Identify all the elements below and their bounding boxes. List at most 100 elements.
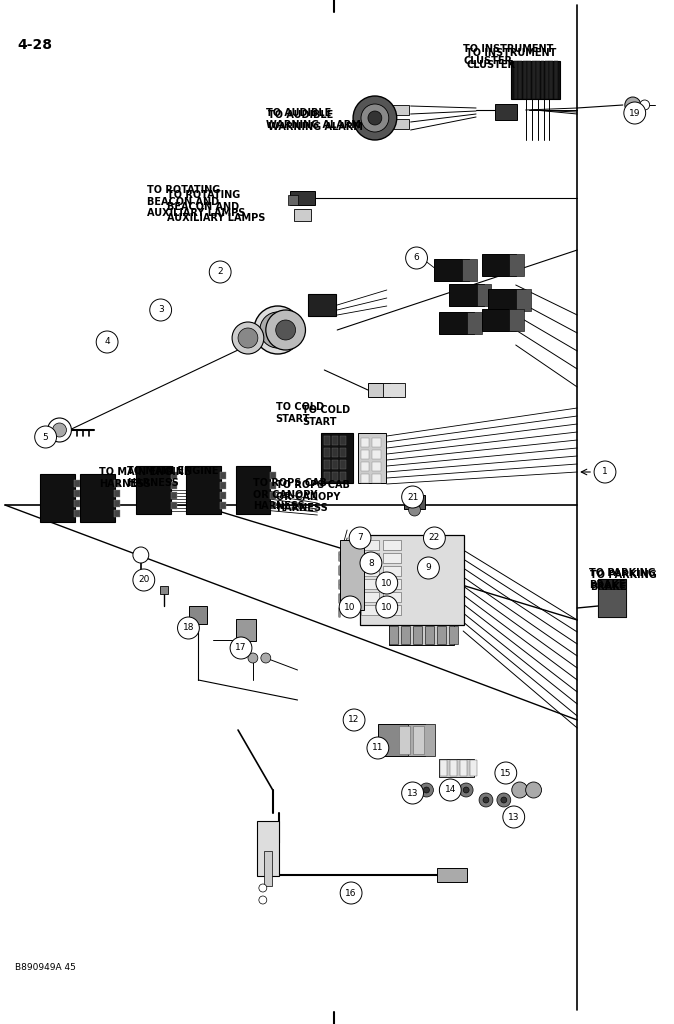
Circle shape: [150, 299, 172, 321]
Bar: [383, 540, 400, 550]
Bar: [270, 492, 276, 499]
Text: 15: 15: [500, 768, 512, 777]
Bar: [332, 471, 338, 480]
Bar: [324, 447, 330, 457]
Bar: [390, 626, 398, 644]
Circle shape: [349, 527, 371, 549]
Bar: [549, 61, 553, 99]
Text: TO MAIN ENGINE
HARNESS: TO MAIN ENGINE HARNESS: [127, 466, 218, 487]
Bar: [324, 435, 330, 444]
Bar: [40, 474, 75, 522]
Bar: [481, 309, 516, 331]
Bar: [114, 489, 120, 497]
Bar: [189, 606, 208, 624]
Circle shape: [177, 617, 200, 639]
Text: TO MAIN ENGINE
HARNESS: TO MAIN ENGINE HARNESS: [99, 467, 191, 488]
Bar: [358, 433, 386, 483]
Circle shape: [439, 783, 453, 797]
Circle shape: [479, 793, 493, 807]
Bar: [435, 537, 442, 544]
Circle shape: [254, 306, 301, 354]
Text: 14: 14: [445, 785, 456, 795]
Circle shape: [376, 596, 398, 618]
Bar: [460, 760, 466, 776]
Circle shape: [376, 572, 398, 594]
Circle shape: [230, 637, 252, 659]
Bar: [359, 535, 464, 625]
Text: TO PARKING
BRAKE: TO PARKING BRAKE: [589, 568, 656, 590]
Bar: [391, 105, 408, 115]
Text: 1: 1: [602, 468, 608, 476]
Text: TO AUDIBLE
WARNING ALARM: TO AUDIBLE WARNING ALARM: [268, 110, 363, 132]
Bar: [332, 447, 338, 457]
Bar: [136, 466, 171, 514]
Circle shape: [276, 319, 296, 340]
Circle shape: [501, 797, 507, 803]
Bar: [361, 540, 379, 550]
Circle shape: [96, 331, 118, 353]
Circle shape: [261, 653, 271, 663]
Circle shape: [259, 884, 267, 892]
Text: TO ROPS CAB
OR CANOPY
HARNESS: TO ROPS CAB OR CANOPY HARNESS: [276, 480, 350, 513]
Bar: [545, 61, 549, 99]
Bar: [114, 500, 120, 507]
Bar: [309, 294, 336, 316]
Bar: [462, 259, 477, 281]
Bar: [220, 481, 226, 488]
Text: 8: 8: [368, 558, 374, 567]
Circle shape: [503, 806, 524, 828]
Bar: [361, 605, 379, 615]
Bar: [171, 481, 177, 488]
Circle shape: [624, 102, 646, 124]
Circle shape: [368, 111, 382, 125]
Text: TO INSTRUMENT
CLUSTER: TO INSTRUMENT CLUSTER: [463, 44, 553, 66]
Text: TO COLD
START: TO COLD START: [303, 406, 350, 427]
Bar: [270, 481, 276, 488]
Bar: [449, 626, 458, 644]
Bar: [477, 284, 491, 306]
Text: 4: 4: [104, 338, 110, 346]
Text: 21: 21: [407, 493, 419, 502]
Text: TO ROTATING
BEACON AND
AUXILIARY LAMPS: TO ROTATING BEACON AND AUXILIARY LAMPS: [147, 185, 245, 218]
Circle shape: [406, 247, 427, 269]
Bar: [171, 492, 177, 499]
Bar: [425, 626, 434, 644]
Circle shape: [48, 418, 71, 442]
Bar: [171, 502, 177, 509]
Bar: [220, 492, 226, 499]
Bar: [373, 473, 381, 482]
Circle shape: [418, 557, 439, 579]
Bar: [383, 592, 400, 602]
Circle shape: [340, 882, 362, 904]
Bar: [378, 724, 425, 756]
Bar: [598, 589, 626, 617]
Bar: [74, 500, 80, 507]
Bar: [257, 820, 278, 876]
Bar: [220, 502, 226, 509]
Bar: [383, 553, 400, 563]
Bar: [527, 61, 531, 99]
Text: TO ROPS CAB
OR CANOPY
HARNESS: TO ROPS CAB OR CANOPY HARNESS: [253, 478, 327, 511]
Bar: [383, 566, 400, 575]
Bar: [368, 383, 390, 397]
Bar: [236, 618, 256, 641]
Bar: [373, 462, 381, 470]
Bar: [340, 435, 346, 444]
Circle shape: [512, 782, 528, 798]
Text: 2: 2: [218, 267, 223, 276]
Text: 19: 19: [629, 109, 640, 118]
Bar: [361, 462, 369, 470]
Bar: [450, 760, 457, 776]
Circle shape: [640, 100, 650, 110]
Bar: [373, 437, 381, 446]
Text: TO INSTRUMENT
CLUSTER: TO INSTRUMENT CLUSTER: [466, 48, 557, 70]
Bar: [536, 61, 540, 99]
Bar: [511, 61, 560, 99]
Bar: [220, 471, 226, 478]
Bar: [470, 760, 477, 776]
Text: 13: 13: [508, 812, 520, 821]
Bar: [510, 254, 524, 276]
Bar: [383, 605, 400, 615]
Bar: [440, 760, 447, 776]
Circle shape: [133, 569, 155, 591]
